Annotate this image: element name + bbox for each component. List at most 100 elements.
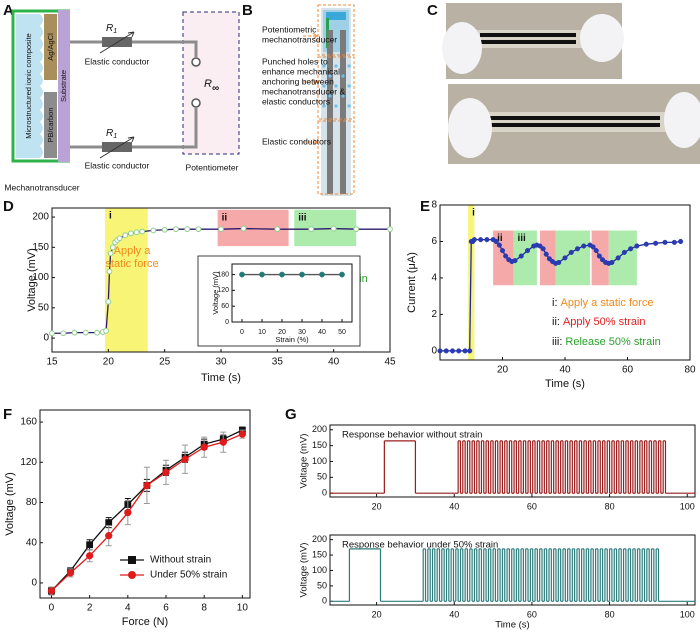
marker <box>319 271 325 278</box>
step-edge <box>348 548 660 602</box>
region-label: i <box>472 208 475 219</box>
marker <box>581 243 587 249</box>
x-tick-label: 40 <box>328 357 340 368</box>
marker <box>219 438 227 446</box>
marker <box>161 226 168 233</box>
marker <box>540 246 546 252</box>
y-tick-label: 160 <box>20 417 37 428</box>
panel-label: C <box>427 2 438 19</box>
y-axis-label: Current (μA) <box>406 252 418 313</box>
x-tick-label: 20 <box>497 365 509 376</box>
marker <box>66 569 75 577</box>
label: mechanotransducer <box>262 34 337 44</box>
marker <box>499 248 506 254</box>
wire <box>70 40 198 57</box>
marker <box>195 226 202 233</box>
marker <box>150 227 157 234</box>
annotation-text: Apply 50% strain <box>563 316 646 328</box>
x-axis-label: Time (s) <box>201 372 241 384</box>
electrode <box>44 92 57 158</box>
marker <box>662 239 668 245</box>
marker <box>106 268 113 275</box>
terminal <box>191 98 201 108</box>
conductor <box>340 30 346 194</box>
marker <box>643 241 649 247</box>
y-tick-label: 0 <box>322 488 327 498</box>
panel-label: A <box>3 2 14 19</box>
marker <box>127 230 134 237</box>
photo <box>580 14 624 62</box>
marker <box>71 329 78 336</box>
x-tick-label: 40 <box>559 365 571 376</box>
marker <box>484 237 490 243</box>
x-tick-label: 30 <box>298 329 306 336</box>
y-tick-label: 150 <box>312 549 327 559</box>
x-tick-label: 40 <box>449 609 459 619</box>
marker <box>628 246 634 252</box>
photo <box>480 40 576 44</box>
y-tick-label: 0 <box>225 319 229 326</box>
annotation: iii: Release 50% strain <box>552 336 661 348</box>
annotation-text: Apply a <box>114 245 152 257</box>
marker <box>49 330 55 337</box>
marker <box>105 532 113 540</box>
x-tick-label: 100 <box>680 501 695 511</box>
label: Microstructured ionic composite <box>24 33 33 138</box>
label: Mechanotransducer <box>4 182 79 192</box>
label: Elastic conductor <box>85 56 150 66</box>
x-axis-label: Strain (%) <box>275 335 309 344</box>
annotation: i: Apply a static force <box>552 297 653 309</box>
marker <box>478 237 484 243</box>
resistor-label: R1 <box>106 23 117 35</box>
x-tick-label: 40 <box>449 501 459 511</box>
panel-label: B <box>242 2 253 19</box>
step-edge <box>383 440 667 494</box>
label: enhance mechanical <box>262 66 340 76</box>
y-tick-label: 8 <box>431 200 437 211</box>
label: Potentiometer <box>186 162 239 172</box>
marker <box>462 348 468 354</box>
marker <box>279 271 285 278</box>
marker <box>609 259 615 265</box>
inset-background <box>197 255 361 347</box>
marker <box>238 430 247 438</box>
photo <box>448 98 492 158</box>
marker <box>524 248 531 254</box>
y-tick-label: 0 <box>431 346 437 357</box>
region <box>555 230 590 286</box>
label: Potentiometric <box>262 24 317 34</box>
x-tick-label: 40 <box>318 329 326 336</box>
marker <box>568 249 574 255</box>
marker <box>493 238 499 245</box>
y-tick-label: 200 <box>312 534 327 544</box>
marker <box>162 468 170 476</box>
marker <box>512 258 518 264</box>
marker <box>124 508 132 517</box>
marker <box>621 249 627 255</box>
potentiometer-box <box>182 11 240 155</box>
marker <box>107 250 114 257</box>
legend-label: Without strain <box>150 555 211 566</box>
marker <box>496 242 502 248</box>
annotation: static force <box>105 258 158 270</box>
x-tick-label: 20 <box>103 357 115 368</box>
y-tick-label: 100 <box>312 456 327 466</box>
marker <box>653 240 659 246</box>
chart-title: Response behavior without strain <box>342 430 482 441</box>
y-tick-label: 4 <box>431 273 437 284</box>
terminal <box>191 57 201 67</box>
marker <box>443 348 449 354</box>
marker <box>562 255 568 261</box>
x-tick-label: 2 <box>87 603 93 614</box>
panel-label: G <box>285 406 297 423</box>
marker <box>330 225 337 232</box>
marker <box>574 246 581 252</box>
marker <box>671 239 677 245</box>
region-label: iii <box>517 233 526 244</box>
y-tick-label: 0 <box>31 578 37 589</box>
y-tick-label: 100 <box>32 272 49 283</box>
marker <box>105 519 113 526</box>
x-tick-label: 20 <box>372 609 382 619</box>
y-tick-label: 150 <box>32 242 49 253</box>
